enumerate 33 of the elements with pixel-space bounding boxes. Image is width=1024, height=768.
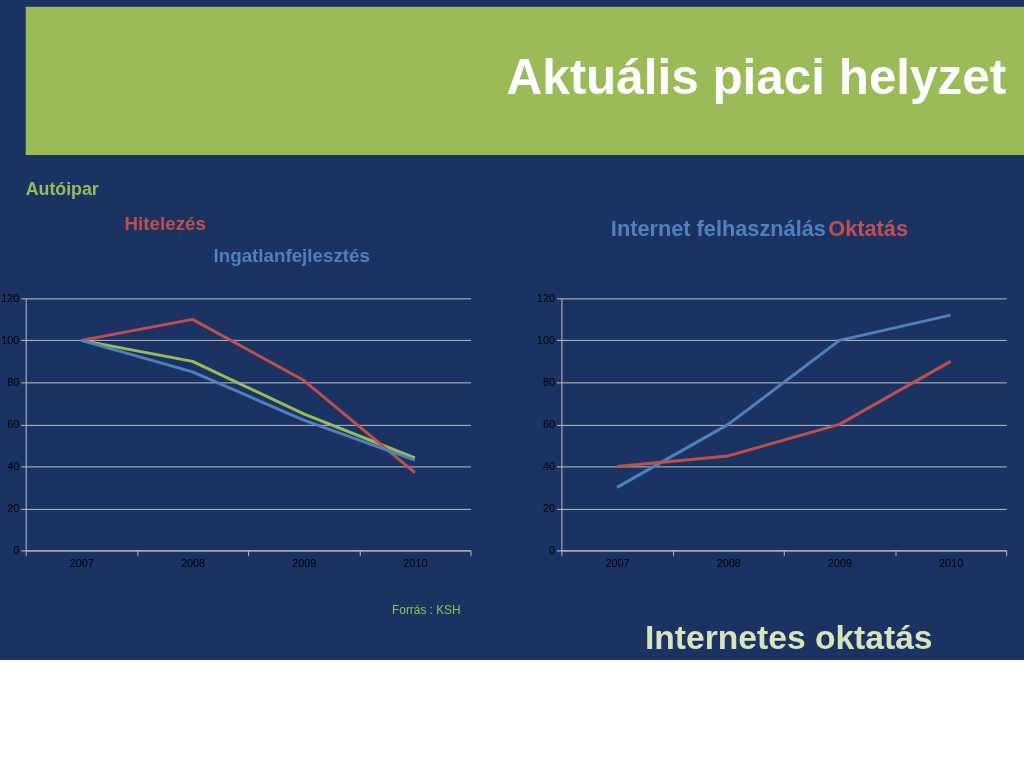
line-series	[615, 359, 953, 468]
x-tick-label: 2008	[716, 556, 741, 569]
y-tick-label: 120	[1, 291, 20, 304]
text: Forrás : KSH	[392, 602, 461, 617]
y-tick-label: 120	[536, 291, 555, 304]
text: Internet felhasználás	[610, 216, 826, 242]
text: Oktatás	[828, 216, 909, 242]
y-tick-label: 0	[548, 543, 555, 556]
y-tick-label: 60	[7, 417, 20, 430]
y-tick-label: 100	[1, 333, 20, 346]
y-tick-label: 20	[542, 501, 555, 514]
y-tick-label: 40	[7, 459, 20, 472]
x-tick-label: 2007	[69, 556, 94, 569]
y-tick-label: 60	[542, 417, 555, 430]
y-tick-label: 100	[536, 333, 555, 346]
line-series	[79, 317, 417, 475]
y-tick-label: 20	[7, 501, 20, 514]
x-tick-label: 2009	[827, 556, 852, 569]
x-tick-label: 2010	[939, 556, 964, 569]
x-tick-label: 2007	[605, 556, 630, 569]
y-tick-label: 80	[7, 375, 20, 388]
chart-title: Aktuális piaci helyzet	[506, 48, 1007, 104]
text: Ingatlanfejlesztés	[213, 244, 370, 266]
text: Autóipar	[25, 178, 99, 199]
x-tick-label: 2010	[403, 556, 428, 569]
y-tick-label: 80	[542, 375, 555, 388]
x-tick-label: 2008	[180, 556, 206, 569]
x-tick-label: 2009	[292, 556, 317, 569]
text: Internetes oktatás	[645, 619, 933, 657]
line-series	[615, 313, 953, 489]
y-tick-label: 40	[542, 459, 555, 472]
y-tick-label: 0	[13, 543, 20, 556]
text: Hitelezés	[124, 213, 206, 235]
